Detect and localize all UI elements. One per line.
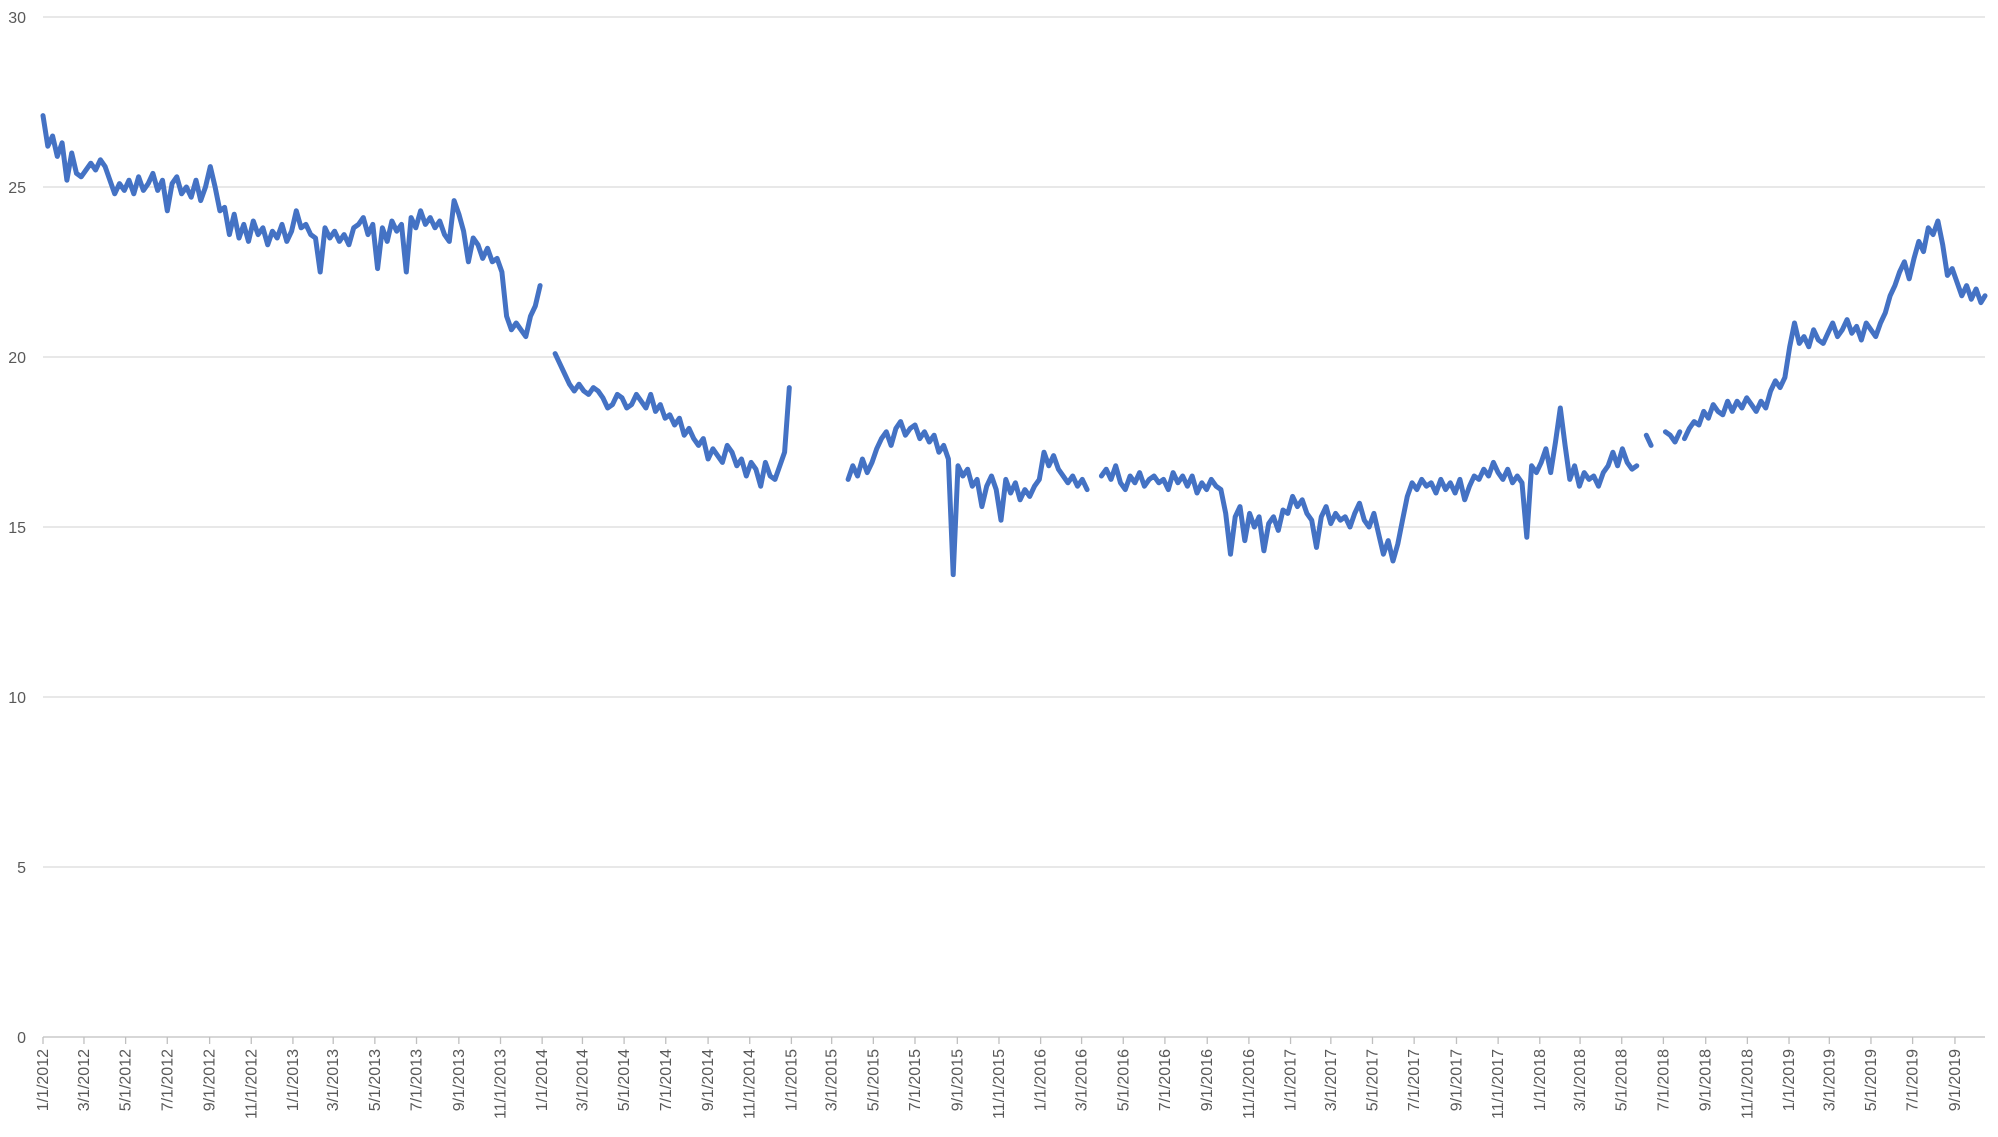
x-tick-label: 3/1/2012: [76, 1049, 93, 1111]
x-tick-label: 5/1/2013: [367, 1049, 384, 1111]
x-tick-label: 9/1/2015: [949, 1049, 966, 1111]
x-tick-label: 1/1/2016: [1033, 1049, 1050, 1111]
x-tick-label: 7/1/2019: [1905, 1049, 1922, 1111]
x-tick-label: 9/1/2018: [1698, 1049, 1715, 1111]
x-tick-label: 1/1/2017: [1283, 1049, 1300, 1111]
y-tick-label: 20: [8, 350, 26, 367]
x-tick-label: 1/1/2013: [285, 1049, 302, 1111]
series-line-segment: [1682, 218, 1988, 442]
y-tick-label: 25: [8, 180, 26, 197]
x-tick-label: 3/1/2017: [1323, 1049, 1340, 1111]
x-tick-label: 5/1/2012: [118, 1049, 135, 1111]
series-line-segment: [1662, 429, 1683, 445]
x-tick-label: 7/1/2018: [1655, 1049, 1672, 1111]
gridlines: [43, 16, 1985, 868]
x-tick-label: 9/1/2014: [700, 1049, 717, 1111]
data-series: [40, 113, 1988, 578]
x-tick-label: 5/1/2015: [865, 1049, 882, 1111]
y-axis-tick-labels: 0 5 10 15 20 25 30: [8, 10, 26, 1047]
x-tick-label: 11/1/2017: [1490, 1049, 1507, 1119]
x-tick-label: 7/1/2016: [1157, 1049, 1174, 1111]
x-tick-label: 11/1/2018: [1739, 1049, 1756, 1119]
x-tick-label: 7/1/2015: [907, 1049, 924, 1111]
series-line-segment: [552, 351, 792, 489]
x-tick-label: 3/1/2018: [1572, 1049, 1589, 1111]
x-tick-label: 11/1/2013: [493, 1049, 510, 1119]
y-tick-label: 5: [17, 860, 26, 877]
y-tick-label: 30: [8, 10, 26, 27]
series-line-segment: [1098, 405, 1640, 564]
x-tick-label: 5/1/2018: [1614, 1049, 1631, 1111]
x-tick-label: 1/1/2012: [35, 1049, 52, 1111]
series-line-segment: [1643, 432, 1654, 448]
y-tick-label: 15: [8, 520, 26, 537]
x-axis: 1/1/2012 3/1/2012 5/1/2012 7/1/2012 9/1/2012…: [35, 1036, 1985, 1119]
x-tick-label: 7/1/2017: [1406, 1049, 1423, 1111]
y-tick-label: 10: [8, 690, 26, 707]
x-tick-label: 3/1/2015: [824, 1049, 841, 1111]
x-tick-label: 3/1/2013: [325, 1049, 342, 1111]
x-tick-label: 3/1/2019: [1821, 1049, 1838, 1111]
x-tick-label: 7/1/2012: [159, 1049, 176, 1111]
x-tick-label: 11/1/2014: [742, 1049, 759, 1119]
x-tick-label: 9/1/2017: [1448, 1049, 1465, 1111]
x-tick-label: 9/1/2019: [1947, 1049, 1964, 1111]
x-tick-label: 3/1/2014: [574, 1049, 591, 1111]
x-tick-label: 9/1/2013: [451, 1049, 468, 1111]
x-tick-label: 7/1/2013: [409, 1049, 426, 1111]
series-line-segment: [40, 113, 543, 340]
y-tick-label: 0: [17, 1030, 26, 1047]
x-tick-label: 7/1/2014: [658, 1049, 675, 1111]
x-tick-label: 11/1/2016: [1241, 1049, 1258, 1119]
x-tick-label: 1/1/2014: [534, 1049, 551, 1111]
x-tick-label: 5/1/2016: [1115, 1049, 1132, 1111]
x-tick-label: 3/1/2016: [1074, 1049, 1091, 1111]
x-tick-label: 5/1/2017: [1364, 1049, 1381, 1111]
x-tick-label: 1/1/2018: [1532, 1049, 1549, 1111]
x-tick-label: 5/1/2014: [616, 1049, 633, 1111]
x-tick-label: 11/1/2015: [991, 1049, 1008, 1119]
x-tick-label: 9/1/2012: [202, 1049, 219, 1111]
x-tick-label: 11/1/2012: [243, 1049, 260, 1119]
x-tick-label: 5/1/2019: [1863, 1049, 1880, 1111]
x-tick-label: 1/1/2015: [783, 1049, 800, 1111]
series-line-segment: [845, 419, 1090, 578]
x-tick-label: 1/1/2019: [1781, 1049, 1798, 1111]
x-tick-label: 9/1/2016: [1199, 1049, 1216, 1111]
